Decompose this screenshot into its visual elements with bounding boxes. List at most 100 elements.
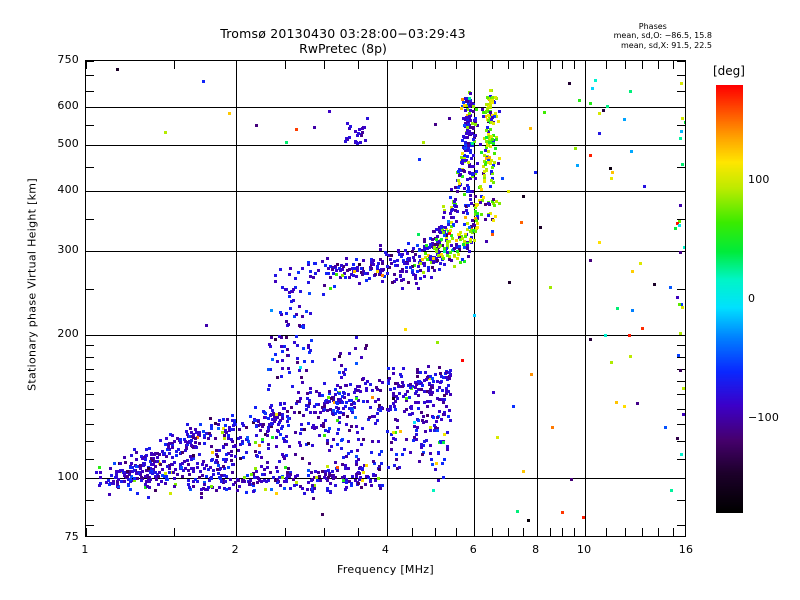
data-point bbox=[340, 395, 344, 399]
data-point bbox=[435, 426, 439, 430]
data-point bbox=[370, 483, 373, 487]
data-point bbox=[171, 470, 175, 474]
data-point bbox=[263, 479, 266, 483]
data-point bbox=[487, 156, 491, 160]
data-point bbox=[308, 292, 312, 296]
data-point bbox=[281, 358, 285, 362]
data-point bbox=[305, 310, 308, 314]
data-point bbox=[432, 489, 436, 492]
y-axis-tick bbox=[86, 381, 94, 382]
data-point bbox=[418, 269, 422, 273]
data-point bbox=[410, 249, 414, 253]
data-point bbox=[459, 261, 462, 264]
data-point bbox=[158, 453, 162, 457]
data-point bbox=[310, 487, 314, 491]
data-point bbox=[411, 439, 415, 443]
data-point bbox=[157, 482, 161, 486]
data-point bbox=[233, 445, 237, 449]
data-point bbox=[430, 391, 434, 395]
data-point bbox=[311, 423, 315, 427]
data-point bbox=[468, 92, 472, 96]
data-point bbox=[448, 196, 452, 200]
data-point bbox=[392, 395, 396, 399]
data-point bbox=[442, 234, 446, 237]
data-point bbox=[419, 410, 423, 414]
data-point bbox=[346, 392, 350, 396]
data-point bbox=[384, 251, 387, 255]
data-point bbox=[685, 233, 686, 236]
data-point bbox=[551, 426, 555, 430]
x-gridline bbox=[236, 61, 238, 536]
data-point bbox=[468, 105, 472, 109]
data-point bbox=[440, 238, 443, 242]
y-axis-tick bbox=[86, 424, 94, 426]
data-point bbox=[487, 161, 491, 165]
data-point bbox=[474, 169, 478, 173]
data-point bbox=[629, 354, 633, 358]
data-point bbox=[378, 467, 382, 471]
data-point bbox=[437, 478, 440, 482]
data-point bbox=[444, 233, 448, 237]
data-point bbox=[192, 467, 196, 471]
data-point bbox=[324, 398, 328, 402]
data-point bbox=[275, 416, 279, 420]
data-point bbox=[278, 403, 282, 407]
data-point bbox=[393, 430, 397, 434]
data-point bbox=[479, 142, 483, 146]
data-point bbox=[354, 275, 358, 279]
data-point bbox=[288, 471, 292, 475]
data-point bbox=[264, 480, 268, 483]
data-point bbox=[493, 147, 497, 151]
data-point bbox=[367, 415, 371, 419]
data-point bbox=[471, 126, 475, 130]
data-point bbox=[244, 490, 248, 494]
data-point bbox=[413, 386, 417, 390]
data-point bbox=[268, 470, 272, 474]
data-point bbox=[271, 411, 275, 415]
data-point bbox=[306, 346, 310, 350]
y-axis-tick bbox=[86, 458, 94, 460]
data-point bbox=[573, 147, 577, 151]
data-point bbox=[458, 245, 462, 249]
y-axis-tick bbox=[86, 288, 94, 290]
data-point bbox=[473, 224, 477, 227]
data-point bbox=[149, 451, 153, 455]
x-tick-label: 16 bbox=[666, 543, 706, 556]
data-point bbox=[282, 407, 285, 411]
data-point bbox=[209, 427, 213, 430]
data-point bbox=[492, 390, 496, 394]
data-point bbox=[286, 323, 290, 327]
data-point bbox=[352, 263, 356, 266]
data-point bbox=[485, 240, 489, 244]
data-point bbox=[163, 474, 166, 478]
data-point bbox=[476, 212, 479, 216]
data-point bbox=[334, 387, 338, 391]
x-axis-tick bbox=[474, 528, 476, 536]
data-point bbox=[179, 465, 183, 469]
data-point bbox=[347, 479, 351, 483]
y-axis-tick bbox=[86, 145, 94, 146]
data-point bbox=[332, 285, 336, 289]
data-point bbox=[345, 383, 348, 387]
data-point bbox=[438, 386, 442, 389]
data-point bbox=[422, 389, 426, 393]
data-point bbox=[653, 282, 656, 286]
data-point bbox=[460, 358, 464, 362]
data-point bbox=[684, 184, 685, 188]
data-point bbox=[280, 344, 284, 348]
x-tick-label: 8 bbox=[516, 543, 556, 556]
data-point bbox=[476, 162, 480, 166]
y-axis-tick bbox=[677, 394, 685, 396]
data-point bbox=[255, 434, 258, 438]
data-point bbox=[400, 385, 404, 388]
data-point bbox=[201, 79, 205, 83]
data-point bbox=[208, 434, 212, 438]
data-point bbox=[209, 424, 213, 428]
data-point bbox=[643, 185, 647, 188]
data-point bbox=[363, 382, 367, 386]
data-point bbox=[445, 392, 449, 396]
data-point bbox=[285, 476, 289, 480]
data-point bbox=[362, 126, 366, 129]
data-point bbox=[598, 111, 602, 115]
data-point bbox=[329, 286, 333, 290]
